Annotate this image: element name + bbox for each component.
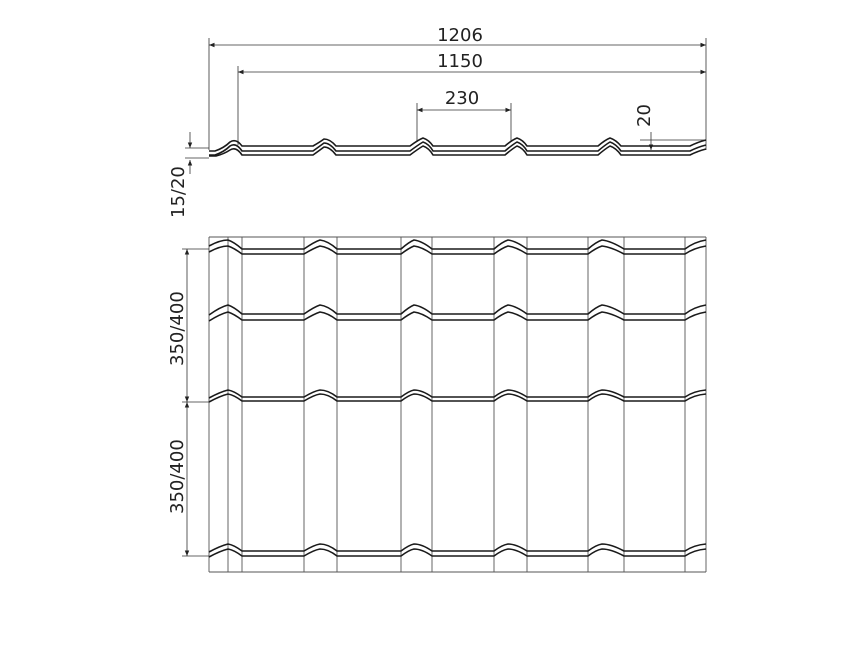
effective-width-label: 1150 <box>437 51 483 72</box>
tile-step-row-4 <box>208 543 707 558</box>
tile-step-row-3 <box>208 389 707 403</box>
profile-side-view <box>209 137 707 157</box>
step-lower-label: 350/400 <box>167 439 188 514</box>
dimension-wave-pitch: 230 <box>416 88 512 142</box>
sheet-front-view <box>208 236 707 573</box>
step-upper-label: 350/400 <box>167 291 188 366</box>
tile-step-row-2 <box>208 304 707 322</box>
wave-pitch-label: 230 <box>445 88 479 109</box>
total-width-label: 1206 <box>437 25 483 46</box>
dimension-total-width: 1206 <box>208 25 707 150</box>
dimension-effective-width: 1150 <box>237 51 706 145</box>
dimension-step-upper: 350/400 <box>167 248 209 403</box>
dimension-step-lower: 350/400 <box>167 402 209 557</box>
dimension-profile-thickness: 15/20 <box>168 132 209 218</box>
dimension-wave-height: 20 <box>634 104 706 150</box>
wave-height-label: 20 <box>634 104 655 127</box>
tile-step-row-1 <box>208 239 707 255</box>
profile-thickness-label: 15/20 <box>168 166 189 218</box>
